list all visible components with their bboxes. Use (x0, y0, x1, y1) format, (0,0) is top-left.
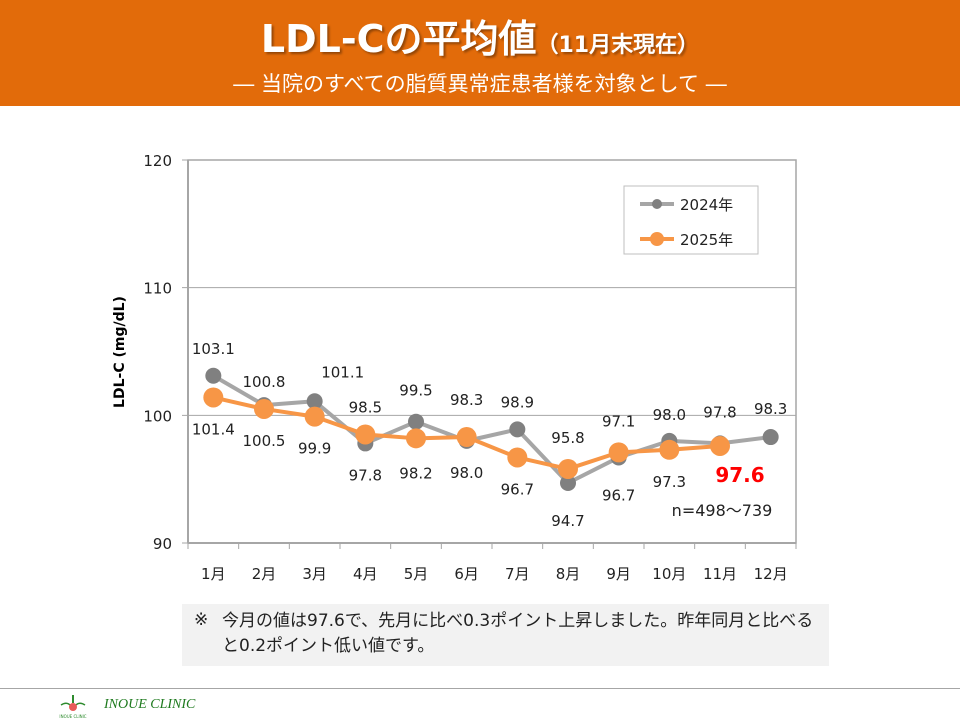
comment-text: 今月の値は97.6で、先月に比べ0.3ポイント上昇しました。昨年同月と比べると0… (222, 611, 814, 656)
series-line-2024年 (212, 374, 771, 485)
svg-text:INOUE CLINIC: INOUE CLINIC (59, 714, 86, 719)
data-point (355, 424, 376, 445)
y-tick-label: 110 (143, 280, 172, 298)
x-tick-label: 8月 (556, 565, 581, 583)
data-label: 103.1 (192, 340, 235, 358)
data-point (304, 406, 325, 427)
data-label: 99.5 (399, 382, 432, 400)
legend-box (623, 185, 759, 255)
x-tick-label: 10月 (652, 565, 686, 583)
data-label: 98.0 (450, 464, 483, 482)
y-tick-label: 120 (143, 152, 172, 170)
data-point (710, 435, 730, 456)
data-label: 98.9 (501, 393, 534, 411)
highlight-value: 97.6 (715, 463, 764, 487)
x-tick-label: 4月 (353, 565, 378, 583)
y-tick-label: 90 (153, 535, 172, 553)
data-point (608, 442, 629, 463)
data-label: 100.5 (243, 432, 286, 450)
data-label: 98.3 (450, 391, 483, 409)
data-label: 97.1 (602, 412, 635, 430)
data-point (507, 447, 528, 468)
data-label: 96.7 (501, 480, 534, 498)
x-tick-label: 3月 (302, 565, 327, 583)
y-axis-label: LDL-C (mg/dL) (112, 296, 128, 408)
x-tick-label: 2月 (252, 565, 277, 583)
data-label: 98.2 (399, 464, 432, 482)
x-tick-label: 12月 (754, 565, 788, 583)
clinic-logo-icon: INOUE CLINIC (59, 695, 87, 719)
data-label: 99.9 (298, 440, 331, 458)
data-point (509, 421, 526, 438)
x-tick-label: 7月 (505, 565, 530, 583)
data-label: 100.8 (243, 373, 286, 391)
data-label: 101.1 (321, 363, 364, 381)
x-tick-label: 5月 (404, 565, 429, 583)
clinic-name: INOUE CLINIC (104, 697, 196, 712)
data-label: 95.8 (551, 429, 584, 447)
data-label: 97.8 (703, 403, 736, 421)
page-subtitle: ― 当院のすべての脂質異常症患者様を対象として ― (233, 72, 727, 96)
legend-marker-2025 (650, 232, 664, 246)
x-tick-label: 9月 (606, 565, 631, 583)
footer-divider (0, 688, 960, 689)
sample-size: n=498～739 (672, 501, 773, 520)
data-point (456, 427, 477, 448)
data-point (558, 458, 578, 479)
data-label: 97.3 (653, 473, 686, 491)
title-date: （11月末現在） (536, 33, 700, 58)
data-point (560, 474, 576, 491)
data-point (659, 439, 680, 460)
data-label: 98.3 (754, 400, 787, 418)
data-label: 96.7 (602, 486, 635, 504)
data-point (406, 428, 426, 449)
data-point (408, 413, 424, 430)
data-point (762, 429, 779, 446)
data-label: 98.0 (653, 406, 686, 424)
data-label: 101.4 (192, 420, 235, 438)
comment-box: ※ 今月の値は97.6で、先月に比べ0.3ポイント上昇しました。昨年同月と比べる… (182, 604, 829, 666)
data-point (306, 393, 323, 410)
x-tick-label: 1月 (201, 565, 226, 583)
x-tick-label: 6月 (454, 565, 479, 583)
data-label: 98.5 (349, 398, 382, 416)
data-point (254, 398, 274, 419)
legend-label-2025: 2025年 (680, 231, 733, 249)
header-banner: LDL-Cの平均値（11月末現在） ― 当院のすべての脂質異常症患者様を対象とし… (0, 0, 960, 106)
page-title: LDL-Cの平均値（11月末現在） (0, 8, 960, 63)
data-point (205, 367, 222, 384)
legend-marker-2024 (652, 199, 662, 209)
note-mark: ※ (194, 610, 209, 630)
legend: 2024年 2025年 (623, 185, 759, 255)
y-tick-label: 100 (143, 407, 172, 425)
x-tick-label: 11月 (703, 565, 737, 583)
data-label: 97.8 (349, 466, 382, 484)
legend-label-2024: 2024年 (680, 196, 733, 214)
data-point (203, 387, 224, 408)
data-label: 94.7 (551, 512, 584, 530)
title-main: LDL-Cの平均値 (260, 17, 537, 61)
